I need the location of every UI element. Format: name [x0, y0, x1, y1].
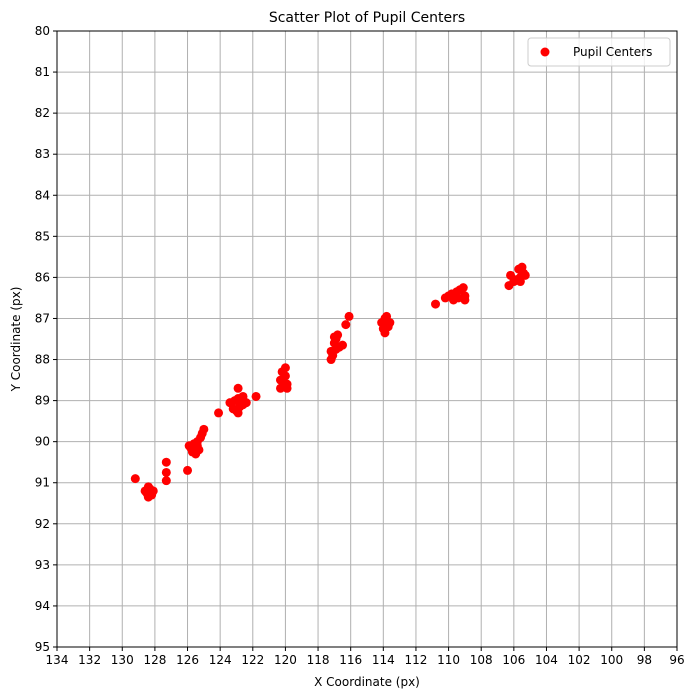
y-axis-ticks: 80 81 82 83 84 85 86 87 88 89 90 91 92 93 94 95: [35, 24, 57, 654]
y-tick-label: 88: [35, 353, 50, 367]
x-tick-label: 116: [339, 653, 362, 667]
data-point: [192, 441, 202, 451]
y-axis-label: Y Coordinate (px): [9, 287, 23, 393]
data-point: [130, 474, 140, 484]
data-point: [520, 270, 530, 280]
plot-area-frame: [56, 30, 678, 648]
y-tick-label: 86: [35, 270, 50, 284]
x-tick-label: 102: [568, 653, 591, 667]
data-point: [431, 299, 441, 309]
y-tick-label: 91: [35, 476, 50, 490]
data-point: [233, 408, 243, 418]
x-tick-label: 112: [404, 653, 427, 667]
data-point: [230, 396, 240, 406]
x-axis-ticks: 134 132 130 128 126 124 122 120 118 116 114 112 110 1…: [46, 647, 685, 667]
x-tick-label: 96: [669, 653, 684, 667]
scatter-points: [130, 262, 530, 502]
data-point: [341, 320, 351, 330]
chart-title: Scatter Plot of Pupil Centers: [269, 10, 465, 26]
x-tick-label: 126: [176, 653, 199, 667]
data-point: [515, 277, 525, 287]
legend-box: [527, 37, 671, 67]
data-point: [458, 283, 468, 293]
legend-label: Pupil Centers: [573, 45, 652, 59]
data-point: [329, 332, 339, 342]
legend: Pupil Centers: [527, 37, 671, 67]
grid: [56, 30, 678, 648]
y-tick-label: 84: [35, 188, 50, 202]
x-tick-label: 104: [535, 653, 558, 667]
y-tick-label: 81: [35, 65, 50, 79]
data-point: [331, 344, 341, 354]
x-axis-label: X Coordinate (px): [314, 675, 420, 689]
data-point: [214, 408, 224, 418]
y-tick-label: 80: [35, 24, 50, 38]
x-tick-label: 100: [600, 653, 623, 667]
data-point: [453, 293, 463, 303]
data-point: [161, 476, 171, 486]
x-tick-label: 122: [241, 653, 264, 667]
y-tick-label: 82: [35, 106, 50, 120]
legend-marker: [540, 47, 550, 57]
data-point: [251, 391, 261, 401]
x-tick-label: 124: [209, 653, 232, 667]
data-point: [233, 383, 243, 393]
y-tick-label: 85: [35, 229, 50, 243]
data-point: [161, 457, 171, 467]
x-tick-label: 130: [111, 653, 134, 667]
y-tick-label: 92: [35, 517, 50, 531]
y-tick-label: 83: [35, 147, 50, 161]
data-point: [378, 324, 388, 334]
data-point: [183, 465, 193, 475]
data-point: [143, 482, 153, 492]
x-tick-label: 132: [78, 653, 101, 667]
data-point: [279, 377, 289, 387]
x-tick-label: 98: [637, 653, 652, 667]
data-point: [280, 363, 290, 373]
y-tick-label: 94: [35, 599, 50, 613]
data-point: [238, 391, 248, 401]
y-tick-label: 87: [35, 311, 50, 325]
y-tick-label: 89: [35, 394, 50, 408]
x-tick-label: 120: [274, 653, 297, 667]
y-tick-label: 93: [35, 558, 50, 572]
y-tick-label: 95: [35, 640, 50, 654]
data-point: [199, 424, 209, 434]
x-tick-label: 106: [502, 653, 525, 667]
x-tick-label: 114: [372, 653, 395, 667]
data-point: [338, 340, 348, 350]
data-point: [344, 311, 354, 321]
x-tick-label: 110: [437, 653, 460, 667]
x-tick-label: 108: [470, 653, 493, 667]
x-tick-label: 134: [46, 653, 69, 667]
data-point: [161, 467, 171, 477]
y-tick-label: 90: [35, 435, 50, 449]
data-point: [382, 316, 392, 326]
x-tick-label: 128: [143, 653, 166, 667]
x-tick-label: 118: [307, 653, 330, 667]
